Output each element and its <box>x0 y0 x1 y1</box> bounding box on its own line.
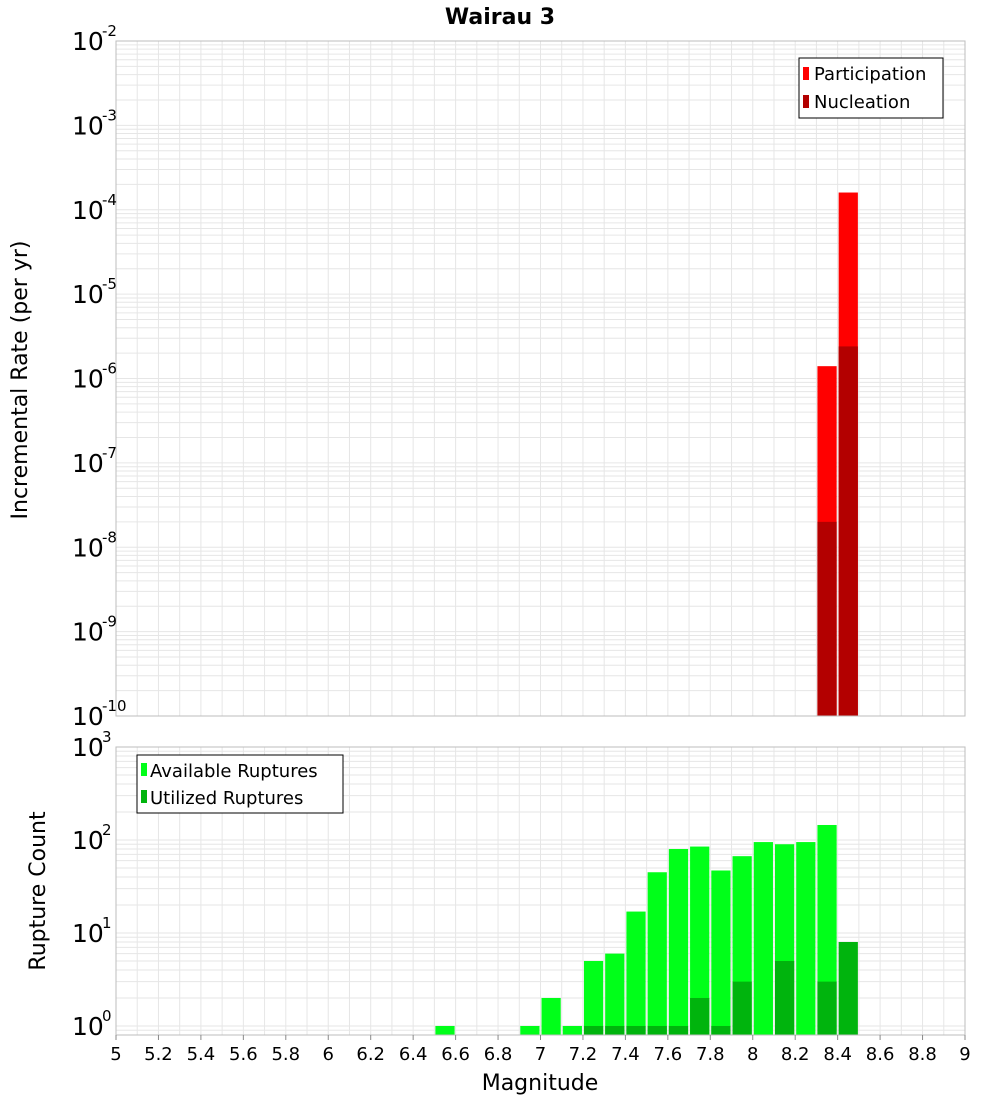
utilized-ruptures-bar <box>583 1025 604 1035</box>
x-tick-label: 6 <box>323 1044 334 1065</box>
x-tick-label: 6.8 <box>484 1044 513 1065</box>
rate-y-tick-label: 10 <box>72 280 104 309</box>
rate-y-tick-exponent: -8 <box>102 528 117 546</box>
x-tick-label: 8.6 <box>866 1044 895 1065</box>
available-ruptures-bar <box>668 849 689 1035</box>
rate-y-tick-exponent: -7 <box>102 444 117 462</box>
utilized-ruptures-bar <box>817 981 837 1035</box>
rate-y-tick-exponent: -10 <box>102 697 127 715</box>
x-tick-label: 5 <box>110 1044 121 1065</box>
participation-legend-swatch <box>803 67 809 80</box>
x-tick-label: 8.2 <box>781 1044 810 1065</box>
rate-y-tick-exponent: -3 <box>102 106 117 124</box>
rate-legend: Participation Nucleation <box>798 57 944 119</box>
utilized-legend-swatch <box>141 790 147 803</box>
available-ruptures-bar <box>520 1025 540 1035</box>
available-ruptures-bar <box>541 997 561 1035</box>
rate-y-tick-exponent: -5 <box>102 275 117 293</box>
count-legend-box <box>136 754 344 814</box>
count-y-tick-label: 10 <box>72 1012 104 1041</box>
chart-title: Wairau 3 <box>445 5 555 30</box>
x-tick-label: 7 <box>535 1044 546 1065</box>
rate-y-tick-label: 10 <box>72 365 104 394</box>
x-tick-label: 6.2 <box>356 1044 385 1065</box>
rate-y-tick-exponent: -6 <box>102 360 117 378</box>
x-tick-label: 9 <box>959 1044 970 1065</box>
x-tick-label: 6.6 <box>441 1044 470 1065</box>
rate-plot-frame <box>115 40 966 717</box>
available-ruptures-bar <box>711 870 731 1035</box>
rate-y-tick-label: 10 <box>72 533 104 562</box>
count-y-tick-label: 10 <box>72 733 104 762</box>
utilized-legend-label: Utilized Ruptures <box>150 788 303 809</box>
x-tick-label: 6.4 <box>399 1044 428 1065</box>
utilized-ruptures-bar <box>626 1025 646 1035</box>
rate-y-axis-label: Incremental Rate (per yr) <box>8 241 33 520</box>
rate-bars <box>817 192 858 717</box>
utilized-ruptures-bar <box>711 1025 731 1035</box>
available-ruptures-bar <box>626 911 646 1035</box>
count-y-tick-exponent: 2 <box>102 821 112 839</box>
utilized-ruptures-bar <box>774 960 795 1035</box>
utilized-ruptures-bar <box>668 1025 689 1035</box>
utilized-ruptures-bar <box>605 1025 625 1035</box>
rate-y-tick-label: 10 <box>72 27 104 56</box>
rate-y-tick-exponent: -9 <box>102 613 117 631</box>
utilized-ruptures-bar <box>647 1025 667 1035</box>
x-tick-label: 7.8 <box>696 1044 725 1065</box>
nucleation-bar <box>838 346 858 716</box>
x-tick-label: 8.4 <box>823 1044 852 1065</box>
count-y-tick-exponent: 1 <box>102 914 112 932</box>
available-ruptures-bar <box>753 842 773 1035</box>
utilized-ruptures-bar <box>690 997 710 1035</box>
count-y-axis-label: Rupture Count <box>26 811 51 971</box>
x-tick-label: 5.2 <box>144 1044 173 1065</box>
rate-grid <box>116 41 965 716</box>
rate-y-tick-label: 10 <box>72 618 104 647</box>
x-tick-label: 8.8 <box>908 1044 937 1065</box>
x-tick-label: 7.2 <box>569 1044 598 1065</box>
utilized-ruptures-bar <box>838 942 858 1035</box>
utilized-ruptures-bar <box>732 981 752 1035</box>
available-ruptures-bar <box>435 1025 455 1035</box>
available-ruptures-bar <box>690 846 710 1035</box>
available-ruptures-bar <box>583 960 604 1035</box>
count-y-tick-exponent: 3 <box>102 728 112 746</box>
count-y-tick-label: 10 <box>72 826 104 855</box>
available-ruptures-bar <box>647 872 667 1035</box>
rate-y-tick-exponent: -4 <box>102 191 117 209</box>
x-tick-label: 7.4 <box>611 1044 640 1065</box>
x-axis-label: Magnitude <box>482 1071 599 1096</box>
available-ruptures-bar <box>796 842 816 1035</box>
available-legend-label: Available Ruptures <box>150 761 318 782</box>
x-tick-label: 7.6 <box>654 1044 683 1065</box>
nucleation-legend-label: Nucleation <box>814 92 910 113</box>
rate-y-tick-label: 10 <box>72 702 104 731</box>
rate-y-tick-label: 10 <box>72 111 104 140</box>
count-bars <box>435 824 858 1035</box>
rate-y-tick-label: 10 <box>72 449 104 478</box>
available-ruptures-bar <box>605 953 625 1035</box>
available-ruptures-bar <box>562 1025 582 1035</box>
rate-legend-box <box>798 57 944 119</box>
magnitude-x-ticks: 5 5.2 5.4 5.6 5.8 6 6.2 6.4 6.6 6.8 7 7.2 7.4 7.6 7.8 8… <box>110 1035 971 1065</box>
x-tick-label: 5.6 <box>229 1044 258 1065</box>
available-legend-swatch <box>141 763 147 776</box>
participation-legend-label: Participation <box>814 64 926 85</box>
nucleation-legend-swatch <box>803 95 809 108</box>
count-legend: Available Ruptures Utilized Ruptures <box>136 754 344 814</box>
x-tick-label: 8 <box>747 1044 758 1065</box>
count-y-tick-exponent: 0 <box>102 1007 112 1025</box>
nucleation-bar <box>817 521 837 716</box>
count-y-tick-label: 10 <box>72 919 104 948</box>
rate-y-tick-label: 10 <box>72 196 104 225</box>
x-tick-label: 5.8 <box>271 1044 300 1065</box>
rate-y-tick-exponent: -2 <box>102 22 117 40</box>
x-tick-label: 5.4 <box>187 1044 216 1065</box>
